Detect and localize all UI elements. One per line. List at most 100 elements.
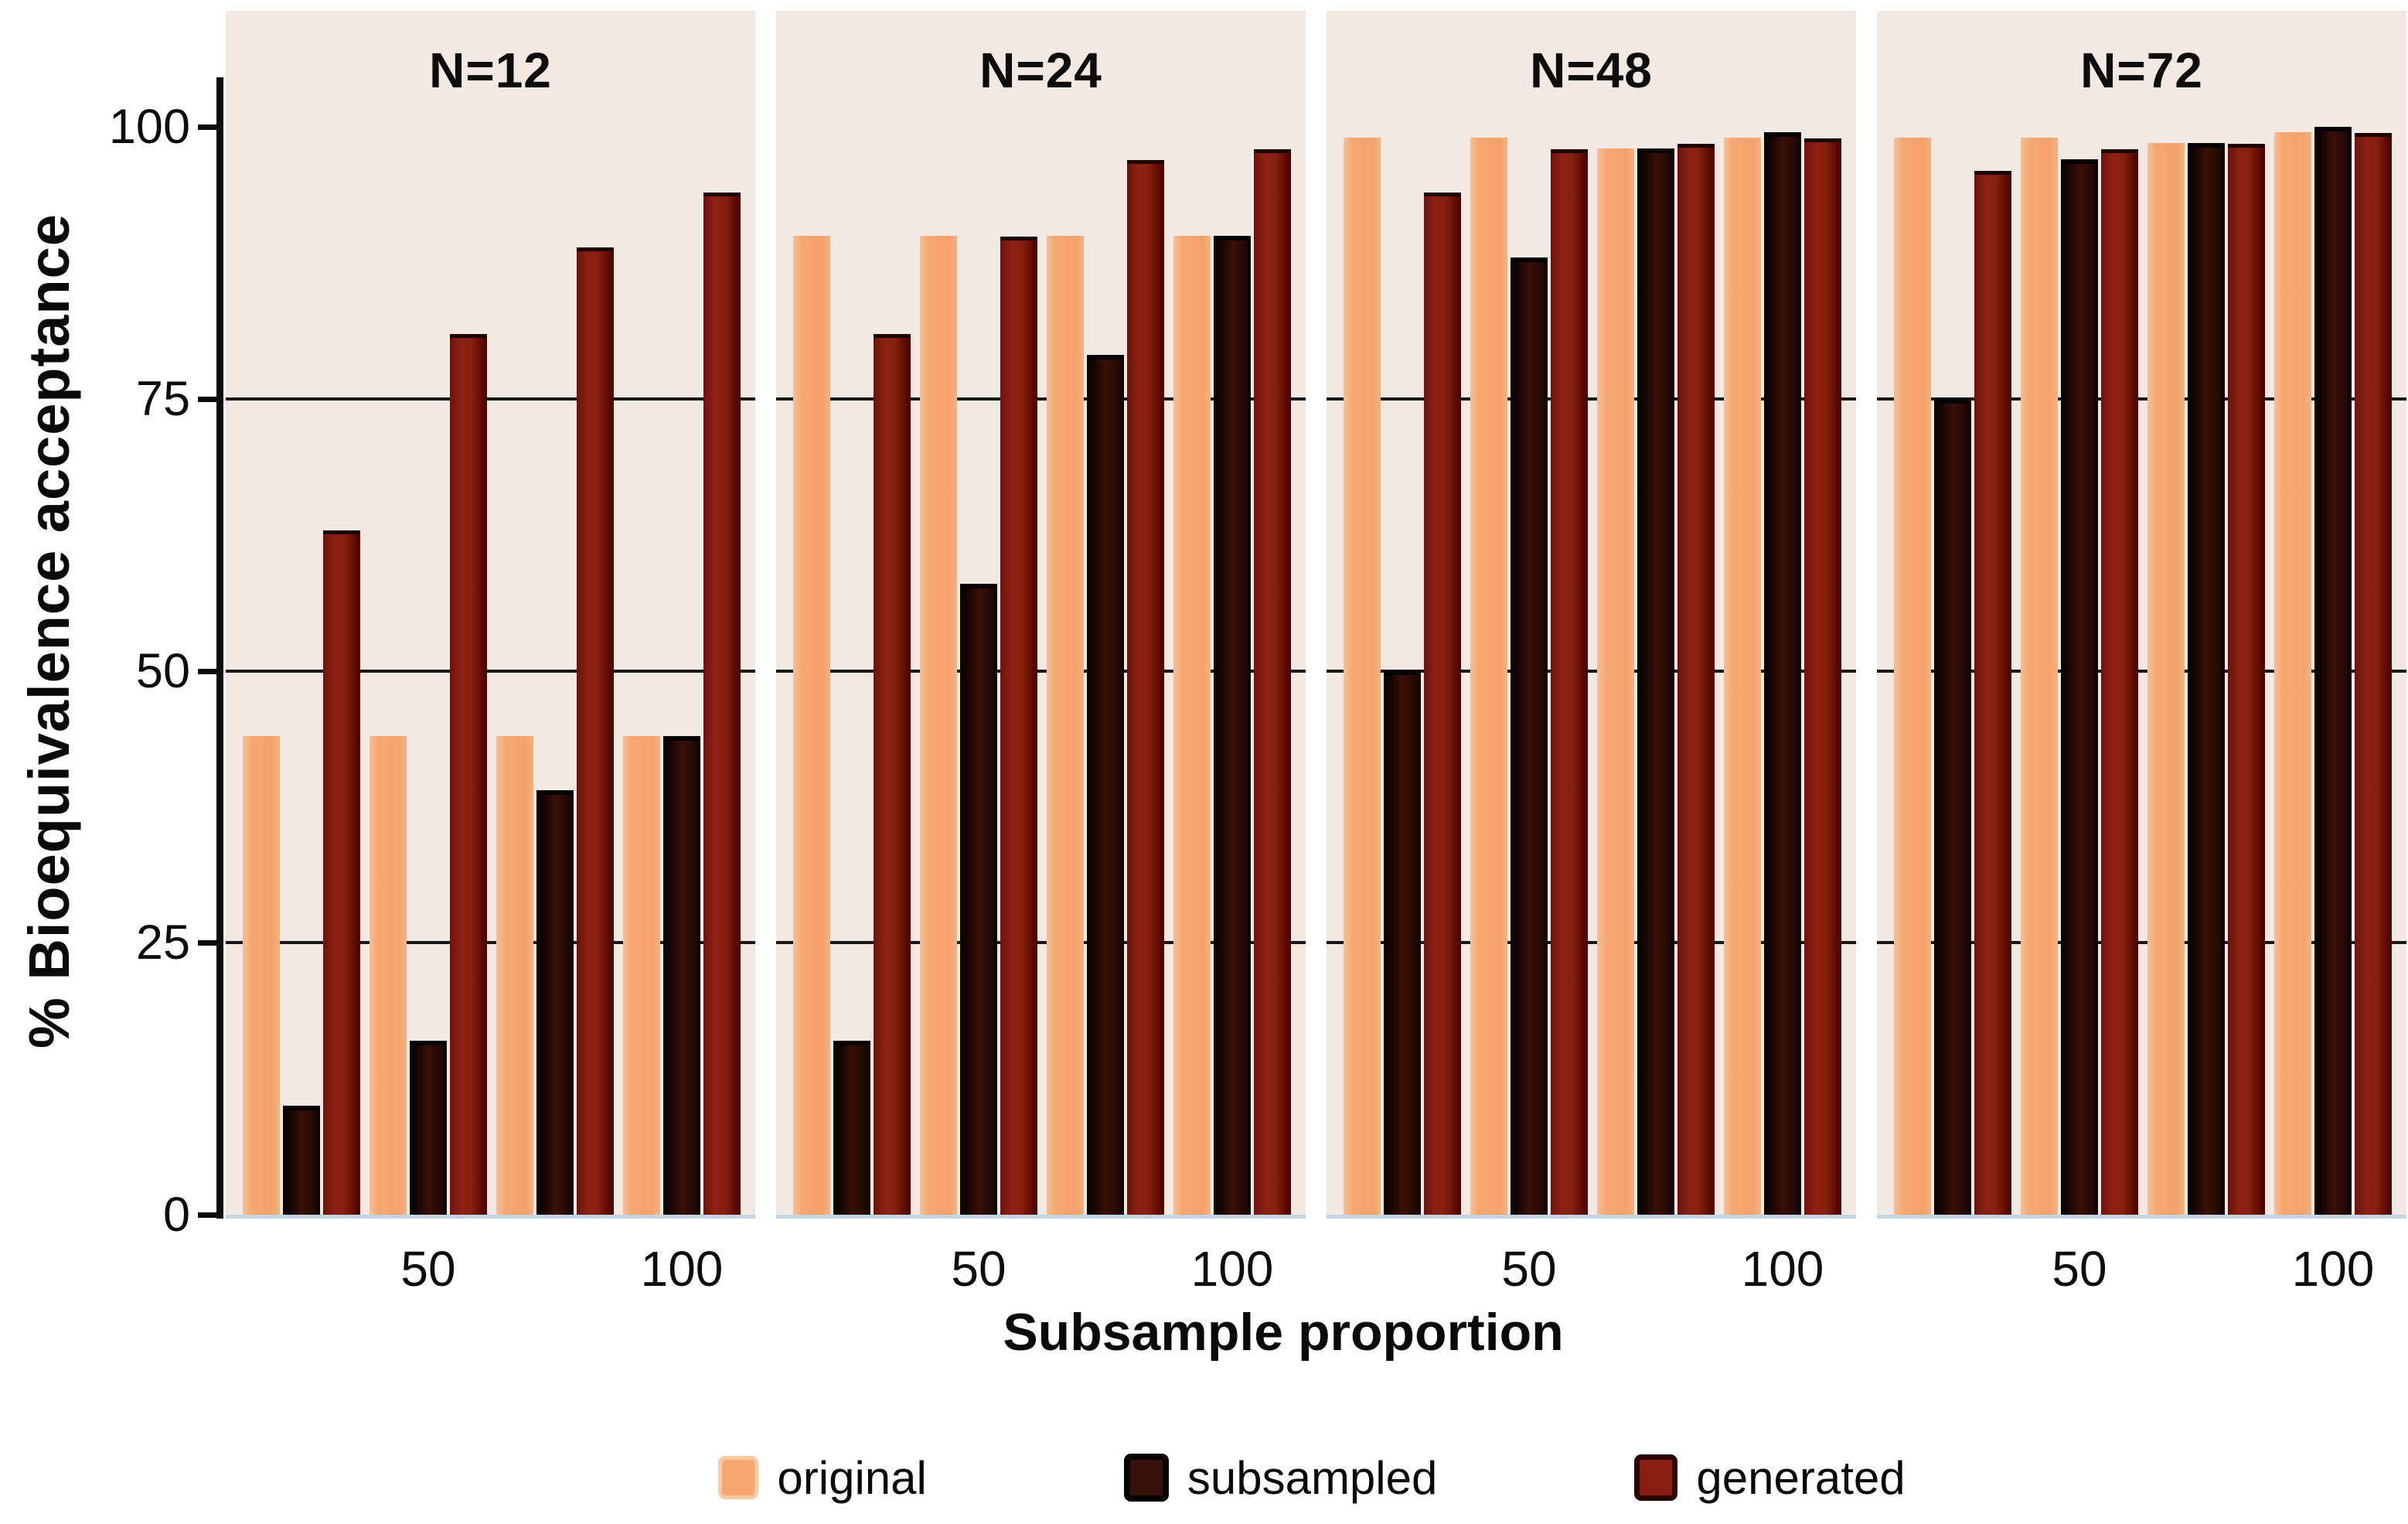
- y-tick-mark: [198, 124, 218, 130]
- bar-original: [1047, 236, 1084, 1215]
- bar-generated: [1254, 149, 1291, 1215]
- bar-subsampled: [663, 736, 700, 1215]
- y-tick-mark: [198, 940, 218, 946]
- bar-original: [243, 736, 280, 1215]
- gridline-75: [776, 397, 1306, 401]
- gridline-75: [226, 397, 755, 401]
- bar-subsampled: [1764, 132, 1801, 1215]
- gridline-50: [1327, 669, 1856, 673]
- bar-subsampled: [1637, 148, 1674, 1215]
- bar-generated: [1127, 160, 1164, 1215]
- bar-generated: [1804, 138, 1841, 1215]
- bar-original: [920, 236, 957, 1215]
- gridline-25: [1877, 941, 2406, 945]
- generated-swatch-icon: [1634, 1454, 1678, 1501]
- bar-subsampled: [2314, 127, 2352, 1215]
- bar-original: [1344, 138, 1381, 1215]
- legend: original subsampled generated: [221, 1443, 2403, 1512]
- bar-generated: [450, 334, 487, 1215]
- facet-panel-48: N=48: [1327, 11, 1856, 1219]
- facet-panel-12: N=12: [226, 11, 755, 1219]
- bar-original: [623, 736, 660, 1215]
- subsampled-swatch-icon: [1123, 1454, 1169, 1502]
- legend-item-original: original: [718, 1451, 927, 1505]
- gridline-50: [226, 669, 755, 673]
- bar-subsampled: [960, 584, 997, 1215]
- y-tick-label: 75: [135, 371, 190, 426]
- y-tick-label: 25: [135, 915, 190, 970]
- bar-subsampled: [833, 1041, 870, 1215]
- bar-original: [793, 236, 830, 1215]
- y-axis-title: % Bioequivalence acceptance: [17, 213, 81, 1048]
- bar-generated: [1000, 237, 1037, 1215]
- gridline-25: [226, 941, 755, 945]
- x-tick-label: 50: [1501, 1241, 1557, 1297]
- legend-label: subsampled: [1187, 1451, 1438, 1504]
- bar-subsampled: [1384, 670, 1421, 1215]
- facet-title: N=72: [2080, 43, 2203, 98]
- gridline-50: [1877, 669, 2406, 673]
- x-axis-baseline: [776, 1215, 1306, 1219]
- y-tick-mark: [198, 668, 218, 674]
- y-tick-mark: [198, 1212, 218, 1218]
- bar-subsampled: [1511, 257, 1548, 1215]
- x-axis-title: Subsample proportion: [1003, 1303, 1564, 1362]
- x-tick-label: 50: [400, 1241, 456, 1297]
- bar-generated: [1424, 193, 1461, 1215]
- legend-item-generated: generated: [1634, 1451, 1906, 1505]
- gridline-75: [1877, 397, 2406, 401]
- bar-original: [1470, 138, 1507, 1215]
- bar-generated: [1974, 171, 2011, 1215]
- bar-original: [496, 736, 533, 1215]
- facet-title: N=24: [979, 43, 1102, 98]
- bar-subsampled: [1214, 236, 1251, 1215]
- gridline-75: [1327, 397, 1856, 401]
- bar-original: [2021, 138, 2058, 1215]
- bar-generated: [1551, 149, 1588, 1215]
- legend-label: original: [777, 1451, 927, 1504]
- y-tick-label: 0: [162, 1188, 190, 1242]
- legend-item-subsampled: subsampled: [1123, 1451, 1438, 1505]
- x-axis-baseline: [1877, 1215, 2406, 1219]
- bar-original: [1724, 138, 1761, 1215]
- y-tick-mark: [198, 396, 218, 402]
- bar-subsampled: [536, 790, 574, 1215]
- bar-generated: [1677, 144, 1715, 1215]
- facet-panel-72: N=72: [1877, 11, 2406, 1219]
- facet-title: N=12: [429, 43, 552, 98]
- legend-label: generated: [1696, 1451, 1906, 1504]
- bar-generated: [2355, 133, 2392, 1215]
- bar-generated: [323, 530, 360, 1215]
- bar-generated: [577, 247, 614, 1215]
- bar-generated: [874, 334, 911, 1215]
- gridline-25: [1327, 941, 1856, 945]
- gridline-50: [776, 669, 1306, 673]
- bar-original: [1597, 148, 1634, 1215]
- bar-original: [2274, 132, 2311, 1215]
- gridline-25: [776, 941, 1306, 945]
- bar-subsampled: [1934, 399, 1971, 1215]
- y-axis-line: [216, 77, 223, 1219]
- bar-original: [370, 736, 407, 1215]
- original-swatch-icon: [718, 1456, 759, 1499]
- facet-title: N=48: [1530, 43, 1653, 98]
- bar-subsampled: [410, 1041, 447, 1215]
- x-axis-baseline: [1327, 1215, 1856, 1219]
- bar-generated: [2101, 149, 2138, 1215]
- y-tick-label: 50: [135, 643, 190, 698]
- bar-subsampled: [1087, 355, 1124, 1215]
- x-tick-label: 100: [2291, 1241, 2375, 1297]
- bar-subsampled: [2188, 143, 2225, 1215]
- bar-subsampled: [2061, 159, 2098, 1215]
- y-tick-label: 100: [108, 100, 190, 154]
- bar-generated: [2228, 144, 2265, 1215]
- x-tick-label: 50: [951, 1241, 1006, 1297]
- bar-original: [2147, 143, 2185, 1215]
- bar-original: [1173, 236, 1211, 1215]
- x-tick-label: 100: [1741, 1241, 1824, 1297]
- x-tick-label: 50: [2052, 1241, 2107, 1297]
- x-axis-baseline: [226, 1215, 755, 1219]
- facet-panel-24: N=24: [776, 11, 1306, 1219]
- bar-generated: [703, 193, 741, 1215]
- bar-subsampled: [283, 1106, 320, 1215]
